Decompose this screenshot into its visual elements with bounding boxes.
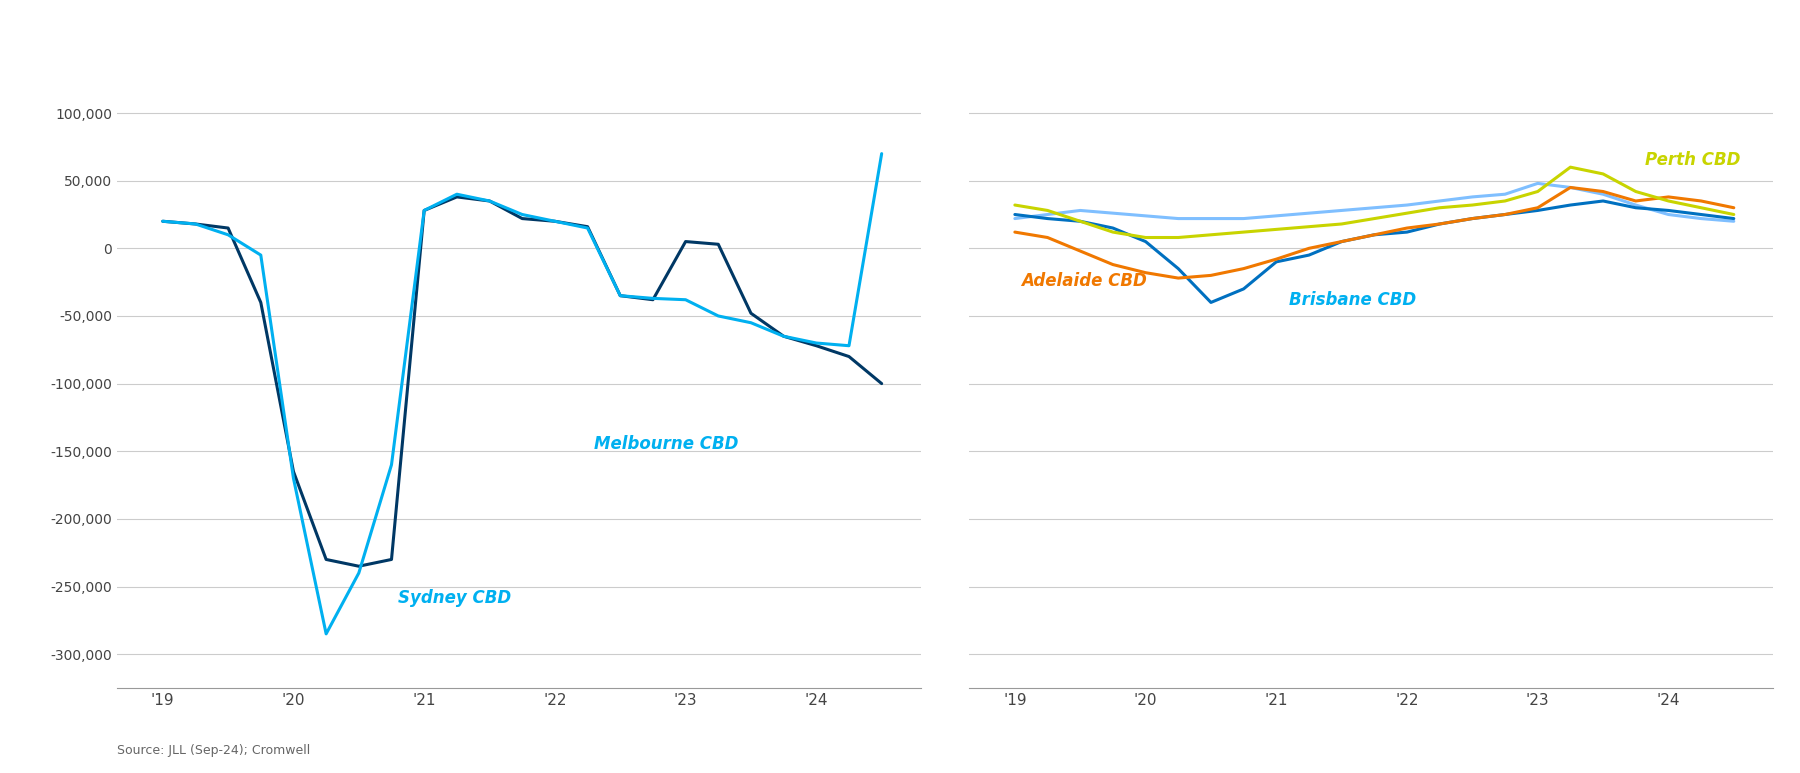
Text: Melbourne CBD: Melbourne CBD (594, 434, 738, 452)
Text: Source: JLL (Sep-24); Cromwell: Source: JLL (Sep-24); Cromwell (117, 744, 310, 757)
Text: Net absorption YoY (sqm): Net absorption YoY (sqm) (133, 49, 392, 67)
Text: Adelaide CBD: Adelaide CBD (1021, 272, 1147, 290)
Text: Sydney CBD: Sydney CBD (398, 589, 511, 607)
Text: Canberra: Canberra (1408, 160, 1494, 178)
Text: Brisbane CBD: Brisbane CBD (1289, 291, 1417, 309)
Text: Perth CBD: Perth CBD (1645, 152, 1741, 169)
